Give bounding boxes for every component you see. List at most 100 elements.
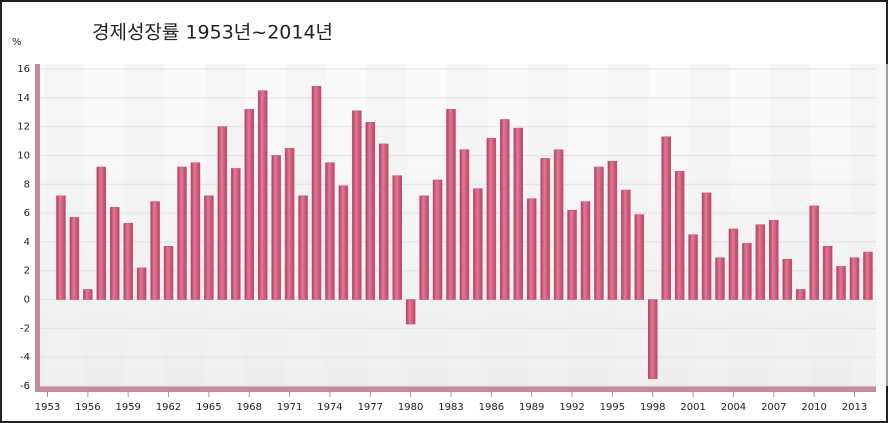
x-tick-label: 1983 xyxy=(438,402,463,413)
bar xyxy=(56,195,66,300)
y-tick-label: 12 xyxy=(17,122,30,133)
bar xyxy=(83,289,93,300)
bar xyxy=(500,119,510,300)
y-tick-label: -2 xyxy=(20,323,30,334)
x-tick-label: 2007 xyxy=(761,402,786,413)
bar xyxy=(432,179,443,300)
bar xyxy=(217,126,228,300)
x-tick-label: 1968 xyxy=(237,402,262,413)
bar xyxy=(688,234,698,300)
bar xyxy=(446,109,456,300)
bar xyxy=(809,205,819,300)
bar xyxy=(607,160,618,300)
y-tick-label: 16 xyxy=(17,64,30,75)
bar xyxy=(163,245,174,300)
bar xyxy=(405,299,416,325)
bar xyxy=(298,195,308,300)
y-axis xyxy=(35,64,40,392)
bar xyxy=(311,86,322,300)
x-tick-label: 2010 xyxy=(801,402,826,413)
x-tick-label: 1974 xyxy=(317,402,342,413)
bar xyxy=(782,258,792,300)
bar xyxy=(271,155,281,300)
bar xyxy=(204,195,214,300)
x-tick-label: 1965 xyxy=(196,402,221,413)
x-axis xyxy=(35,386,876,392)
bar xyxy=(795,289,806,300)
bar xyxy=(244,109,254,300)
bar xyxy=(392,175,402,300)
bar xyxy=(110,207,120,300)
x-tick-label: 1962 xyxy=(156,402,181,413)
bar xyxy=(123,222,133,300)
bar xyxy=(769,220,779,300)
x-tick-label: 2001 xyxy=(680,402,705,413)
x-tick-label: 1971 xyxy=(277,402,302,413)
bar xyxy=(674,171,685,300)
bar xyxy=(379,143,389,300)
bar xyxy=(136,267,147,300)
bar xyxy=(419,195,429,300)
bar xyxy=(648,299,658,380)
bar xyxy=(634,214,645,300)
bar xyxy=(486,137,497,300)
bar xyxy=(231,168,241,300)
bar xyxy=(69,217,80,300)
bar xyxy=(661,136,671,300)
bar xyxy=(742,243,752,300)
bar xyxy=(863,251,873,300)
y-tick-label: 6 xyxy=(24,208,30,219)
chart-title: 경제성장률 1953년~2014년 xyxy=(92,22,333,44)
bar xyxy=(96,166,107,300)
y-tick-label: 14 xyxy=(17,93,30,104)
bar xyxy=(325,162,335,300)
x-tick-label: 1959 xyxy=(115,402,140,413)
bar xyxy=(822,245,833,300)
x-tick-label: 1953 xyxy=(35,402,60,413)
bar xyxy=(621,189,631,300)
bar xyxy=(526,198,537,300)
bar xyxy=(190,162,201,300)
y-tick-label: -4 xyxy=(20,352,30,363)
bar xyxy=(567,209,577,300)
y-tick-label: 4 xyxy=(24,237,30,248)
x-tick-label: 1995 xyxy=(600,402,625,413)
bar xyxy=(352,110,362,300)
bar xyxy=(553,149,564,300)
bar xyxy=(338,185,349,300)
bar xyxy=(284,148,295,300)
bar xyxy=(177,166,187,300)
bar xyxy=(849,257,860,300)
x-tick-label: 1989 xyxy=(519,402,544,413)
x-tick-label: 1956 xyxy=(75,402,100,413)
y-axis-label: % xyxy=(12,37,22,48)
bar xyxy=(459,149,470,300)
y-tick-label: -6 xyxy=(20,381,30,392)
bar xyxy=(580,201,591,300)
bar xyxy=(594,166,604,300)
bar xyxy=(150,201,160,300)
x-tick-label: 2013 xyxy=(842,402,867,413)
bar xyxy=(755,224,766,300)
bar xyxy=(728,228,739,300)
x-tick-label: 1986 xyxy=(479,402,504,413)
y-tick-label: 2 xyxy=(24,266,30,277)
bar xyxy=(836,266,846,300)
bar xyxy=(257,90,268,300)
bar xyxy=(715,257,725,300)
x-tick-label: 2004 xyxy=(721,402,746,413)
bar xyxy=(513,127,523,300)
y-tick-label: 10 xyxy=(17,150,30,161)
x-tick-label: 1998 xyxy=(640,402,665,413)
bar xyxy=(365,122,376,300)
bar xyxy=(540,158,550,300)
x-tick-label: 1992 xyxy=(559,402,584,413)
grid-band xyxy=(850,64,888,386)
bar xyxy=(473,188,483,300)
y-tick-label: 8 xyxy=(24,179,30,190)
x-tick-label: 1980 xyxy=(398,402,423,413)
y-tick-label: 0 xyxy=(24,295,30,306)
x-tick-label: 1977 xyxy=(358,402,383,413)
bar xyxy=(701,192,712,300)
